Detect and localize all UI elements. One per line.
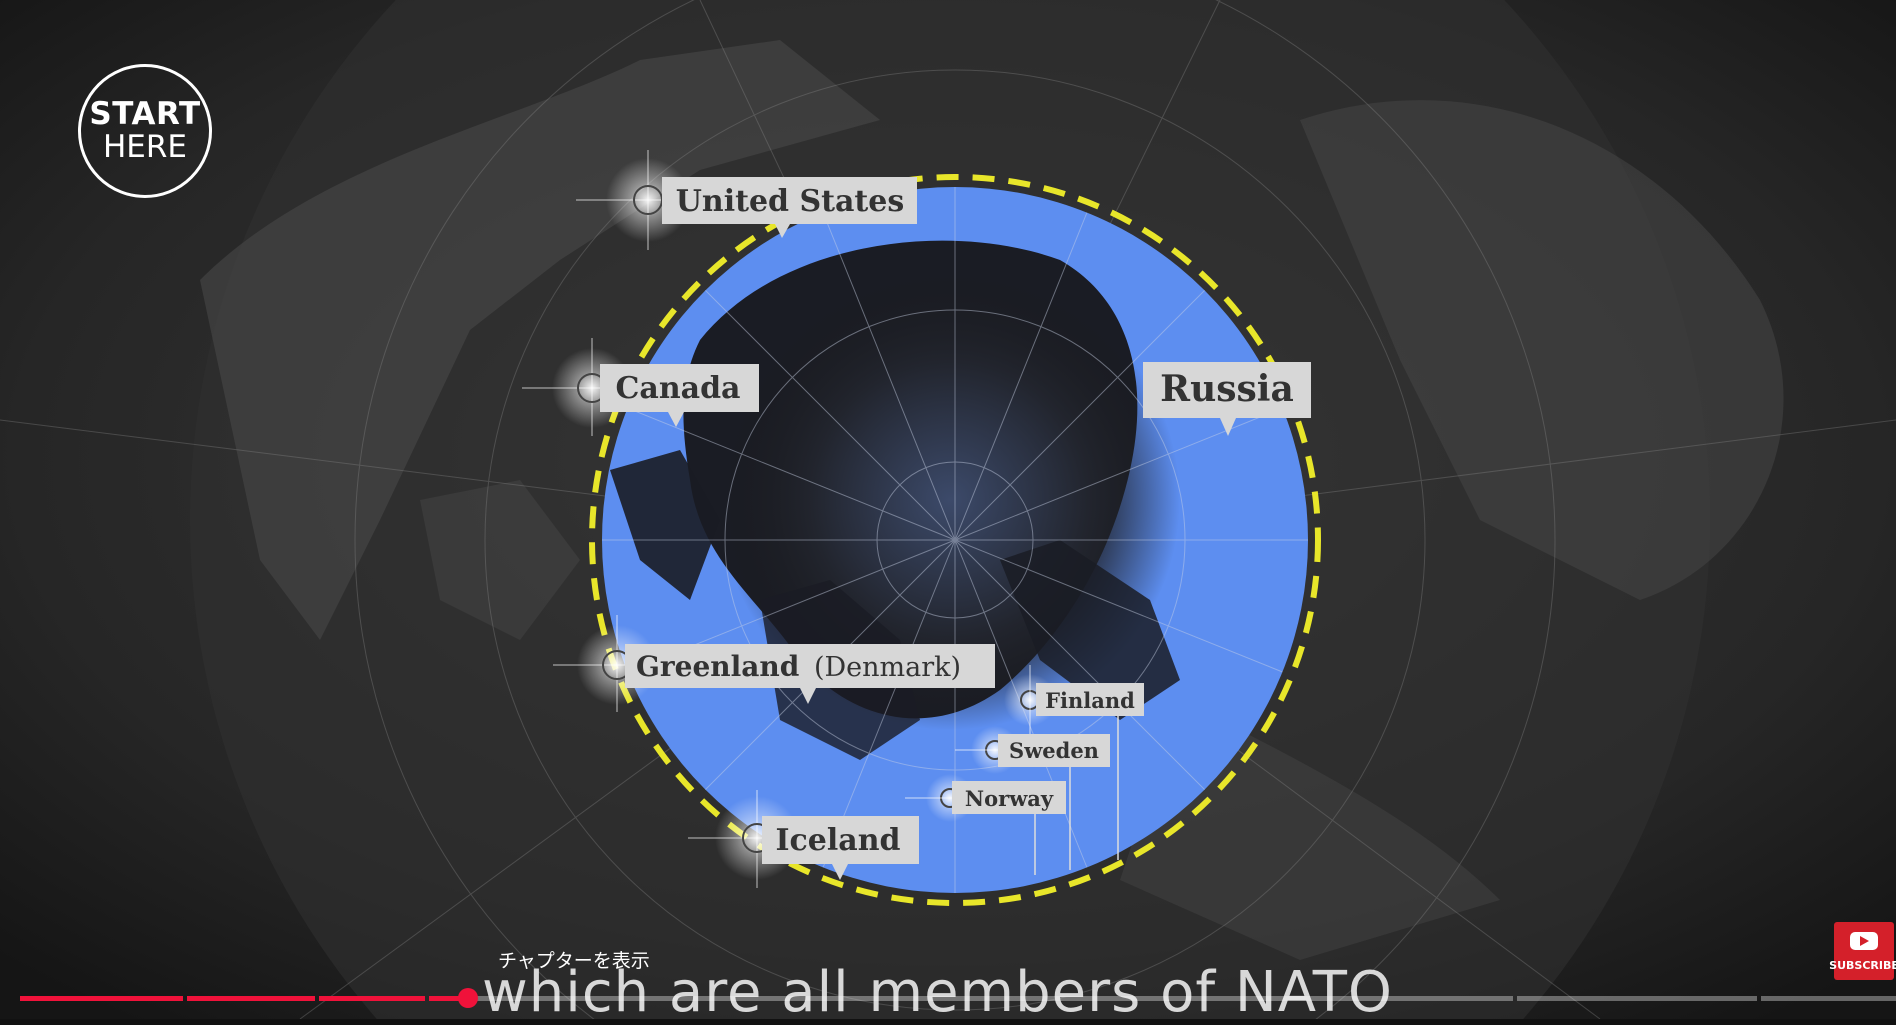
chapter-segment[interactable]	[187, 996, 315, 1001]
label-russia: Russia	[1143, 362, 1311, 436]
label-sweden: Sweden	[998, 734, 1110, 767]
logo-line-1: START	[89, 96, 201, 132]
dashed-border	[589, 174, 1321, 906]
youtube-icon	[1850, 932, 1878, 950]
svg-text:Iceland: Iceland	[775, 823, 900, 858]
svg-text:United States: United States	[676, 184, 905, 219]
chapter-segment[interactable]	[1517, 996, 1757, 1001]
svg-text:Norway: Norway	[965, 786, 1054, 811]
show-chapters-hint[interactable]: チャプターを表示	[498, 950, 650, 972]
svg-text:Russia: Russia	[1160, 368, 1294, 410]
progress-bar[interactable]	[20, 996, 1896, 1001]
chapter-segment[interactable]	[473, 996, 1513, 1001]
start-here-logo: START HERE	[78, 64, 212, 198]
subtitle-caption: which are all members of NATO	[482, 960, 1393, 1025]
chapter-segment[interactable]	[319, 996, 425, 1001]
chapter-segment[interactable]	[20, 996, 183, 1001]
label-greenland: Greenland (Denmark)	[625, 644, 995, 704]
chapter-segment[interactable]	[429, 996, 469, 1001]
label-iceland: Iceland	[762, 816, 919, 880]
subscribe-watermark[interactable]: SUBSCRIBE	[1829, 922, 1896, 980]
svg-text:Sweden: Sweden	[1009, 738, 1099, 763]
svg-text:Canada: Canada	[616, 371, 741, 406]
svg-text:Greenland: Greenland	[636, 650, 799, 683]
progress-scrubber[interactable]	[458, 988, 478, 1008]
label-united-states: United States	[662, 177, 917, 238]
label-finland: Finland	[1036, 683, 1144, 716]
label-canada: Canada	[600, 364, 759, 427]
logo-line-2: HERE	[102, 129, 188, 165]
label-norway: Norway	[952, 781, 1066, 814]
svg-text:(Denmark): (Denmark)	[814, 652, 961, 683]
chapter-segment[interactable]	[1761, 996, 1896, 1001]
subscribe-label: SUBSCRIBE	[1829, 959, 1896, 972]
svg-text:Finland: Finland	[1045, 688, 1135, 713]
